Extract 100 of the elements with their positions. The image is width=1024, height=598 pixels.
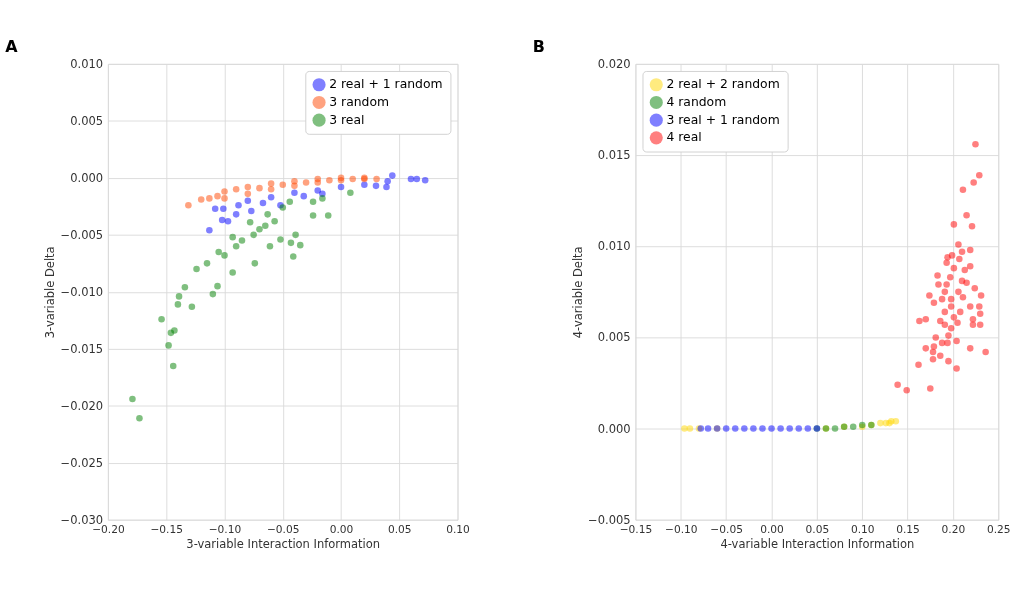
x-tick-label: −0.05 (266, 523, 300, 537)
point (206, 195, 213, 202)
point (136, 415, 143, 422)
point (314, 179, 322, 186)
legend-label: 3 random (329, 93, 390, 109)
point (326, 176, 333, 184)
point (188, 303, 196, 310)
point (291, 189, 298, 196)
point (251, 260, 259, 267)
y-tick-label: −0.010 (60, 284, 104, 299)
point (250, 231, 257, 239)
x-tick-label: −0.10 (665, 523, 698, 537)
point (324, 212, 332, 219)
point (413, 175, 421, 183)
point (347, 189, 354, 196)
y-tick-label: −0.020 (60, 398, 104, 413)
y-tick-label: 0.005 (597, 330, 631, 345)
point (309, 198, 317, 206)
legend-label: 3 real (329, 111, 365, 127)
x-axis-title: 4-variable Interaction Information (720, 536, 915, 551)
legend-label: 2 real + 2 random (666, 76, 780, 92)
point (384, 178, 391, 185)
point (286, 198, 294, 206)
point (218, 216, 226, 224)
point (267, 180, 275, 187)
point (337, 183, 345, 191)
point (203, 260, 211, 267)
point (229, 269, 236, 276)
y-tick-label: −0.025 (60, 455, 104, 470)
point (259, 199, 267, 207)
point (211, 205, 219, 212)
point (232, 242, 240, 250)
y-tick-label: 0.020 (597, 56, 631, 71)
point (221, 252, 228, 259)
x-tick-label: −0.10 (208, 523, 242, 537)
point (248, 207, 255, 215)
x-tick-label: 0.25 (986, 523, 1011, 537)
legend-label: 4 real (666, 129, 702, 145)
chart-title: A (5, 36, 19, 56)
x-tick-label: 0.10 (850, 523, 875, 537)
y-tick-label: 0.000 (597, 421, 631, 436)
y-axis-title: 3-variable Delta (43, 246, 58, 339)
point (292, 231, 299, 239)
point (214, 282, 221, 290)
legend-label: 3 real + 1 random (666, 111, 780, 127)
legend-label: 4 random (666, 93, 727, 109)
point (220, 205, 227, 212)
point (302, 179, 310, 186)
point (244, 197, 252, 204)
x-tick-label: 0.05 (805, 523, 830, 537)
point (291, 182, 298, 190)
point (232, 211, 240, 218)
point (349, 175, 356, 183)
point (181, 284, 189, 291)
x-tick-label: 0.10 (446, 523, 471, 537)
point (244, 190, 252, 198)
legend-label: 2 real + 1 random (329, 76, 443, 92)
point (407, 175, 415, 183)
point (246, 219, 254, 226)
point (421, 176, 429, 184)
x-tick-label: −0.15 (150, 523, 183, 537)
point (262, 222, 269, 230)
point (209, 290, 217, 298)
y-tick-label: 0.015 (597, 148, 631, 163)
point (229, 233, 236, 241)
point (361, 181, 368, 189)
point (158, 315, 165, 323)
x-tick-label: 0.05 (387, 523, 412, 537)
point (175, 293, 183, 300)
point (215, 248, 222, 256)
y-tick-label: 0.010 (597, 239, 631, 254)
point (277, 236, 284, 243)
point (256, 225, 263, 233)
point (193, 265, 200, 273)
point (171, 327, 178, 334)
point (185, 201, 192, 209)
y-tick-label: 0.010 (70, 56, 104, 71)
point (129, 395, 136, 403)
point (314, 187, 322, 194)
point (271, 217, 278, 225)
point (238, 237, 246, 244)
point (267, 186, 275, 193)
point (221, 195, 228, 202)
point (389, 172, 396, 179)
point (224, 217, 232, 225)
point (309, 212, 317, 219)
point (197, 196, 205, 203)
point (287, 239, 295, 247)
point (232, 186, 240, 193)
y-axis-title: 4-variable Delta (570, 246, 585, 339)
y-tick-label: 0.000 (70, 170, 104, 185)
point (296, 241, 304, 249)
point (221, 188, 228, 195)
point (319, 195, 326, 202)
x-tick-label: 0.20 (941, 523, 966, 537)
point (174, 301, 182, 308)
point (169, 362, 177, 370)
x-tick-label: 0.00 (329, 523, 354, 537)
point (383, 183, 390, 191)
point (372, 182, 380, 190)
